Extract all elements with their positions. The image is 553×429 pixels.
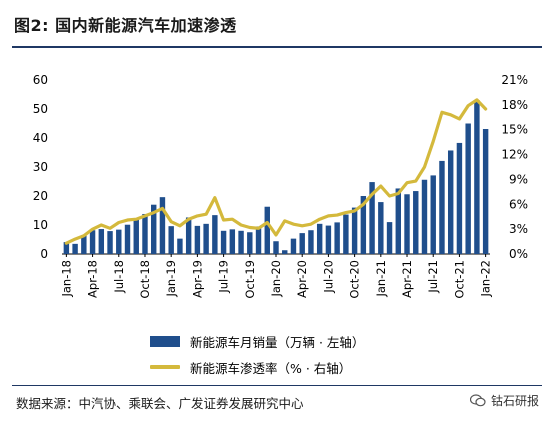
x-tick-label: Jul-21 [426,260,440,294]
watermark-text: 钴石研报 [490,394,539,408]
x-tick-label: Apr-20 [295,260,309,298]
bar [351,207,358,254]
bar [133,218,139,254]
bar [185,217,192,254]
bar [81,235,87,254]
x-tick-label: Jan-20 [269,260,283,298]
legend-label-sales: 新能源车月销量（万辆 · 左轴） [190,334,365,350]
bar [177,238,183,254]
figure-title: 图2: 国内新能源汽车加速渗透 [14,16,237,35]
bar [116,229,122,254]
bar [474,100,480,254]
bar [299,233,305,254]
bar [395,188,401,254]
wechat-icon [469,394,486,407]
y-right-tick-label: 12% [501,148,528,162]
bar [247,232,253,254]
x-tick-label: Apr-19 [190,260,204,298]
y-left-tick-label: 30 [33,160,48,174]
bar [404,194,410,254]
bar [482,129,489,254]
y-right-tick-label: 3% [509,222,528,236]
y-right-tick-label: 15% [501,123,528,137]
y-left-tick-label: 50 [33,102,48,116]
bar [159,197,166,254]
bar [203,223,209,254]
bar [142,213,148,254]
bar [439,160,445,254]
y-left-tick-label: 20 [33,189,48,203]
bar [168,226,174,254]
y-right-tick-label: 18% [501,98,528,112]
bar [220,230,227,254]
x-tick-label: Apr-21 [400,260,414,298]
y-left-tick-label: 0 [40,247,48,261]
y-right-tick-label: 21% [501,73,528,87]
bar [308,230,314,254]
bar [465,123,471,254]
x-tick-label: Jan-19 [164,260,178,298]
bar [107,231,113,254]
y-right-tick-label: 9% [509,172,528,186]
title-divider [12,46,542,48]
bar [447,150,454,254]
bar [151,204,157,254]
y-right-tick-label: 0% [509,247,528,261]
legend-item-sales: 新能源车月销量（万辆 · 左轴） [150,328,364,354]
legend-swatch-bar [150,335,180,347]
bar [238,230,244,254]
bar [456,142,463,254]
x-tick-label: Oct-20 [348,260,362,299]
bar [378,202,384,254]
x-tick-label: Oct-19 [243,260,257,299]
x-tick-label: Jan-18 [59,260,73,298]
source-note: 数据来源：中汽协、乘联会、广发证券发展研究中心 [16,396,304,411]
bar [413,191,419,254]
bar [290,238,297,254]
x-tick-label: Jul-20 [321,260,335,294]
bar [430,175,436,254]
bar [369,182,375,254]
bar [229,229,236,254]
penetration-line [64,98,488,245]
source-divider [12,385,542,386]
legend: 新能源车月销量（万辆 · 左轴） 新能源车渗透率（% · 右轴） [150,328,364,380]
bar [343,214,349,254]
watermark: 钴石研报 [469,392,539,409]
bar [72,243,78,254]
x-tick-label: Jul-18 [112,260,126,294]
bar [63,242,70,254]
bar [386,222,393,254]
bar [360,196,367,254]
y-right-tick-label: 6% [509,197,528,211]
legend-item-penetration: 新能源车渗透率（% · 右轴） [150,354,364,380]
legend-label-penetration: 新能源车渗透率（% · 右轴） [190,360,352,376]
y-left-tick-label: 40 [33,131,48,145]
y-left-tick-label: 10 [33,218,48,232]
x-tick-label: Oct-21 [452,260,466,299]
bar [316,223,323,254]
x-tick-label: Oct-18 [138,260,152,299]
legend-swatch-line [150,365,180,369]
x-tick-label: Jan-21 [374,260,388,298]
bar [255,226,262,254]
bar [325,225,332,254]
bar [212,215,218,254]
x-tick-label: Jan-22 [479,260,493,298]
x-tick-label: Jul-19 [217,260,231,294]
y-left-tick-label: 60 [33,73,48,87]
bar [194,225,201,254]
bar [89,230,96,254]
bar [124,224,131,254]
bar [264,206,270,254]
bar [282,250,288,254]
bar [334,222,340,254]
bar [421,179,428,254]
x-tick-label: Apr-18 [86,260,100,298]
bar [273,241,279,254]
bar [98,229,105,254]
